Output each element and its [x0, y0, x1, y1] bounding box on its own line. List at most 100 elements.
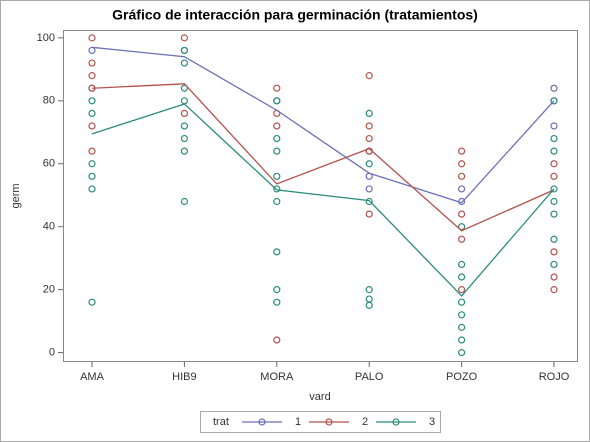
legend-label: 1 — [295, 416, 301, 428]
observation-point — [365, 109, 373, 117]
observation-point — [550, 210, 558, 218]
observation-point — [180, 34, 188, 42]
observation-point — [273, 84, 281, 92]
y-tick-label: 40 — [43, 221, 55, 233]
observation-point — [273, 298, 281, 306]
observation-point — [88, 59, 96, 67]
observation-point — [458, 260, 466, 269]
observation-point — [88, 160, 96, 168]
observation-point — [180, 46, 188, 55]
observation-point — [88, 147, 96, 155]
y-tick-label: 60 — [43, 158, 55, 170]
observation-point — [180, 59, 188, 67]
observation-point — [273, 197, 281, 206]
observation-point — [273, 134, 281, 143]
observation-point — [550, 185, 558, 193]
chart-title: Gráfico de interacción para germinación … — [112, 7, 478, 23]
observation-point — [273, 286, 281, 294]
observation-point — [550, 84, 558, 92]
observation-point — [458, 147, 466, 155]
observation-point — [550, 248, 558, 256]
observation-point — [273, 122, 281, 130]
y-axis-label: germ — [10, 183, 22, 208]
mean-line — [91, 46, 555, 204]
legend-marker — [325, 418, 333, 426]
observation-point — [458, 286, 466, 294]
observation-point — [458, 223, 466, 231]
observation-point — [458, 323, 466, 331]
observation-point — [458, 336, 466, 344]
observation-point — [550, 97, 558, 105]
observation-point — [458, 311, 466, 319]
plot-frame — [63, 30, 578, 362]
observation-point — [88, 109, 96, 117]
observation-point — [365, 72, 373, 80]
observation-point — [550, 122, 558, 130]
observation-point — [180, 147, 188, 155]
observation-point — [180, 122, 188, 130]
observation-point — [365, 197, 373, 206]
observation-point — [550, 273, 558, 281]
observation-point — [458, 298, 466, 306]
y-tick-label: 80 — [43, 95, 55, 107]
observation-point — [273, 97, 281, 105]
legend-marker — [258, 418, 266, 426]
x-tick-label: ROJO — [539, 371, 570, 383]
observation-point — [458, 185, 466, 193]
x-tick-label: HIB9 — [172, 371, 196, 383]
observation-point — [550, 147, 558, 155]
observation-point — [365, 301, 373, 309]
observation-point — [88, 122, 96, 130]
observation-point — [458, 210, 466, 218]
observation-point — [180, 197, 188, 206]
observation-point — [273, 147, 281, 155]
observation-point — [180, 134, 188, 143]
observation-point — [365, 185, 373, 193]
observation-point — [365, 160, 373, 168]
observation-point — [273, 172, 281, 180]
observation-point — [88, 172, 96, 180]
observation-point — [273, 248, 281, 256]
observation-point — [88, 97, 96, 105]
observation-point — [273, 185, 281, 193]
observation-point — [550, 134, 558, 143]
observation-point — [550, 235, 558, 243]
y-tick-label: 100 — [37, 32, 55, 44]
mean-line — [91, 83, 555, 232]
observation-point — [458, 235, 466, 243]
mean-line — [91, 103, 555, 297]
observation-point — [458, 160, 466, 168]
observation-point — [88, 72, 96, 80]
observation-point — [550, 160, 558, 168]
observation-point — [458, 273, 466, 281]
x-tick-label: POZO — [446, 371, 478, 383]
observation-point — [180, 84, 188, 92]
observation-point — [88, 185, 96, 193]
legend-box — [200, 411, 441, 433]
legend-label: 2 — [362, 416, 368, 428]
observation-point — [180, 109, 188, 117]
x-tick-label: AMA — [80, 371, 105, 383]
observation-point — [458, 348, 466, 357]
y-tick-label: 0 — [49, 346, 55, 358]
observation-point — [550, 197, 558, 206]
observation-point — [550, 286, 558, 294]
x-tick-label: MORA — [260, 371, 294, 383]
legend-label: 3 — [429, 416, 435, 428]
legend-title: trat — [213, 416, 229, 428]
x-tick-label: PALO — [355, 371, 384, 383]
observation-point — [365, 134, 373, 143]
y-tick-label: 20 — [43, 284, 55, 296]
x-axis-label: vard — [309, 391, 330, 403]
observation-point — [88, 298, 96, 306]
observation-point — [365, 286, 373, 294]
observation-point — [550, 172, 558, 180]
observation-point — [365, 122, 373, 130]
observation-point — [273, 336, 281, 344]
observation-point — [458, 172, 466, 180]
observation-point — [365, 210, 373, 218]
observation-point — [550, 260, 558, 269]
legend-marker — [392, 418, 400, 426]
